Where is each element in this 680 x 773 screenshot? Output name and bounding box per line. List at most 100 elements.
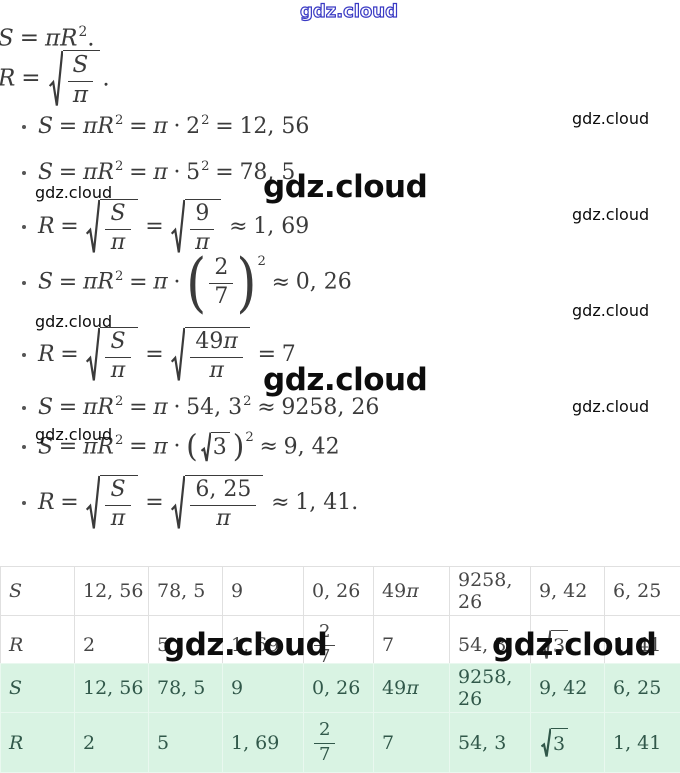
math-number: 9258, 26 [458, 569, 512, 613]
math-var: π [153, 434, 167, 459]
math-operator: = [145, 214, 163, 239]
math-var: π [209, 359, 223, 384]
table-cell: 1, 41 [605, 713, 680, 773]
math-number: 2 [83, 732, 95, 754]
math-number: 12, 56 [83, 580, 143, 602]
table-cell: 6, 25 [605, 664, 680, 713]
math-operator: = [129, 160, 147, 185]
math-number: 5 [157, 732, 169, 754]
math-operator: ≈ [272, 270, 290, 295]
denominator: π [111, 358, 125, 384]
math-var: R [97, 114, 114, 139]
math-operator: ≈ [271, 490, 289, 515]
denominator: π [73, 82, 88, 109]
bullet-dot [22, 281, 26, 285]
table-cell: 7 [374, 713, 450, 773]
math-var: S [110, 330, 125, 355]
math-var: π [111, 231, 125, 256]
math-number: 9, 42 [539, 580, 587, 602]
math-operator: = [59, 114, 77, 139]
paren-group: (3)2 [186, 432, 254, 463]
math-var: S [9, 677, 22, 699]
math-var: π [83, 160, 97, 185]
watermark-brand-small: gdz.cloud [572, 206, 649, 224]
bullet-dot [22, 445, 26, 449]
math-number: 9 [231, 677, 243, 699]
math-var: R [38, 342, 55, 367]
bullet-dot [22, 501, 26, 505]
bullet-dot [22, 406, 26, 410]
math-number: 12, 56 [239, 114, 309, 139]
numerator: 2 [209, 256, 233, 284]
denominator: 7 [214, 284, 228, 310]
math-operator: = [59, 270, 77, 295]
math-var: R [97, 160, 114, 185]
table-cell: 9, 42 [531, 567, 605, 616]
watermark-brand-small: gdz.cloud [35, 426, 112, 444]
fraction: 6, 25 π [190, 478, 256, 531]
table-cell: 49π [374, 567, 450, 616]
radicand: 3 [211, 432, 230, 463]
math-number: 7 [382, 634, 394, 656]
math-operator: = [145, 490, 163, 515]
table-cell: 54, 3 [450, 713, 531, 773]
math-number: 49 [195, 330, 223, 355]
radical-sign [171, 475, 185, 531]
denominator: π [216, 506, 230, 532]
math-number: 54, 3 [458, 732, 506, 754]
superscript: 2 [115, 113, 123, 128]
math-number: 7 [382, 732, 394, 754]
math-number: 9 [231, 580, 243, 602]
math-number: 78, 5 [157, 580, 205, 602]
math-operator: = [129, 270, 147, 295]
math-var: R [38, 214, 55, 239]
math-operator: = [215, 114, 233, 139]
math-number: 5 [186, 160, 200, 185]
math-var: R [97, 270, 114, 295]
paren-content: 3 [199, 432, 232, 463]
math-var: S [38, 395, 53, 420]
math-number: . [102, 65, 109, 91]
watermark-brand-small: gdz.cloud [572, 398, 649, 416]
table-cell: 49π [374, 664, 450, 713]
table-cell: S [1, 664, 75, 713]
watermark-brand-large: gdz.cloud [263, 363, 427, 399]
math-number: 6, 25 [195, 478, 251, 503]
bullet-dot [22, 353, 26, 357]
math-number: 78, 5 [157, 677, 205, 699]
math-var: S [38, 114, 53, 139]
watermark-brand-small: gdz.cloud [572, 110, 649, 128]
superscript: 2 [115, 433, 123, 448]
math-operator: · [173, 114, 180, 139]
superscript: 2 [258, 253, 266, 270]
radical-sign [171, 199, 185, 255]
watermark-brand-large: gdz.cloud [163, 628, 327, 664]
math-number: 6, 25 [613, 580, 661, 602]
math-number: 3 [553, 733, 565, 755]
radical-sign [86, 475, 100, 531]
math-number: 2 [186, 114, 200, 139]
math-var: π [406, 580, 419, 602]
radical-sign [86, 199, 100, 255]
math-number: 0, 26 [312, 677, 360, 699]
math-number: 7 [214, 285, 228, 310]
math-number: 12, 56 [83, 677, 143, 699]
radicand: 3 [551, 728, 568, 758]
table-cell: S [1, 567, 75, 616]
math-number: 2 [214, 256, 228, 281]
table-cell: 0, 26 [304, 664, 374, 713]
watermark-brand-large: gdz.cloud [263, 170, 427, 206]
table-cell: 9258, 26 [450, 664, 531, 713]
